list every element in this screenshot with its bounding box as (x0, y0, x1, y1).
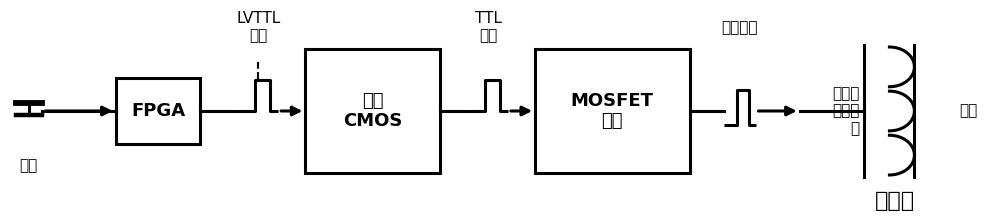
Text: MOSFET
驱动: MOSFET 驱动 (571, 92, 654, 130)
FancyBboxPatch shape (116, 78, 200, 144)
Text: 继电器
吸合线
圈: 继电器 吸合线 圈 (832, 86, 860, 136)
Text: FPGA: FPGA (131, 102, 185, 120)
Text: 按键: 按键 (20, 159, 38, 174)
Text: TTL
电平: TTL 电平 (475, 11, 502, 43)
FancyBboxPatch shape (305, 49, 440, 173)
Text: 驱动信号: 驱动信号 (721, 20, 758, 35)
Text: 高速
CMOS: 高速 CMOS (343, 92, 402, 130)
Text: LVTTL
电平: LVTTL 电平 (236, 11, 280, 43)
FancyBboxPatch shape (535, 49, 690, 173)
Text: 继电器: 继电器 (874, 191, 915, 211)
Text: 簧片: 簧片 (959, 103, 978, 119)
